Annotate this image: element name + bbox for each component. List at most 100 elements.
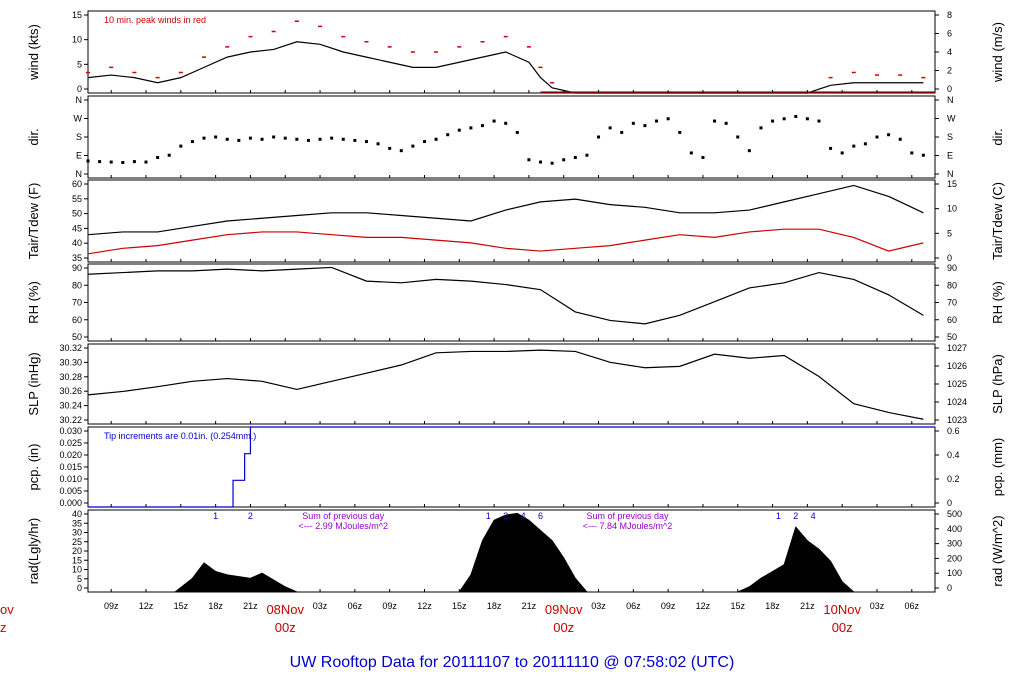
dir-point	[480, 124, 484, 128]
y-tick-label: 30.30	[59, 357, 82, 367]
y-tick-label-right: 1023	[947, 415, 967, 425]
dir-point	[724, 121, 728, 125]
y-axis-label-left: rad(Lgly/hr)	[26, 518, 41, 584]
dir-point	[840, 151, 844, 155]
dir-point	[202, 136, 206, 140]
x-partial-day-label: ov	[0, 602, 14, 617]
y-tick-label: 0	[77, 583, 82, 593]
x-tick-label: 03z	[591, 601, 606, 611]
y-tick-label-right: 0	[947, 498, 952, 508]
x-day-label: 08Nov	[266, 602, 304, 617]
y-tick-label: 90	[72, 263, 82, 273]
dir-point	[562, 158, 566, 162]
y-axis-label-left: RH (%)	[26, 281, 41, 324]
dir-point	[620, 130, 624, 134]
dir-point	[875, 135, 879, 139]
series-line-Tair	[87, 184, 924, 236]
rad-daily-sum-note: Sum of previous day	[302, 511, 385, 521]
x-tick-label: 09z	[104, 601, 119, 611]
dir-point	[376, 142, 380, 146]
dir-point	[701, 156, 705, 159]
dir-point	[272, 135, 276, 139]
dir-point	[248, 136, 252, 140]
y-tick-label: 25	[72, 537, 82, 547]
x-tick-label: 15z	[174, 601, 189, 611]
panel-frame	[87, 10, 936, 94]
dir-point	[167, 153, 171, 157]
y-tick-label: S	[76, 132, 82, 142]
y-tick-label-right: 1026	[947, 361, 967, 371]
dir-point	[585, 153, 589, 157]
radiation-area-1	[458, 512, 588, 593]
dir-point	[550, 161, 554, 165]
dir-point	[434, 137, 438, 141]
dir-point	[156, 156, 160, 159]
y-tick-label-right: 0	[947, 84, 952, 94]
dir-point	[469, 126, 473, 130]
y-tick-label-right: 100	[947, 568, 962, 578]
rad-marker: 2	[248, 511, 253, 521]
dir-point	[678, 130, 682, 134]
series-line-0	[87, 349, 924, 420]
y-axis-label-right: RH (%)	[990, 281, 1005, 324]
x-tick-label: 18z	[487, 601, 502, 611]
y-tick-label-right: 400	[947, 524, 962, 534]
series-line-0	[88, 426, 935, 508]
dir-point	[179, 144, 183, 148]
dir-point	[817, 119, 821, 123]
dir-point	[214, 135, 218, 139]
y-tick-label: 5	[77, 59, 82, 69]
x-tick-label: 18z	[765, 601, 780, 611]
y-tick-label-right: 500	[947, 509, 962, 519]
y-tick-label-right: 0.2	[947, 474, 960, 484]
dir-point	[237, 138, 241, 142]
y-tick-label-right: 50	[947, 332, 957, 342]
y-axis-label-left: SLP (inHg)	[26, 352, 41, 415]
y-tick-label: 40	[72, 238, 82, 248]
x-day-label: 09Nov	[545, 602, 583, 617]
y-tick-label: 15	[72, 555, 82, 565]
dir-point	[492, 119, 496, 123]
x-axis: 09z 12z 15z 18z 21z 03z 06z 09z 12z 15z 18z 21z 03z 0…	[0, 601, 920, 635]
y-tick-label-right: 1024	[947, 397, 967, 407]
y-axis-label-right: Tair/Tdew (C)	[990, 182, 1005, 260]
y-tick-label-right: E	[947, 151, 953, 161]
y-axis-label-left: dir.	[26, 128, 41, 145]
dir-point	[643, 124, 647, 128]
rad-daily-sum-note: <--- 2.99 MJoules/m^2	[299, 521, 389, 531]
dir-point	[759, 126, 763, 130]
rad-marker: 1	[776, 511, 781, 521]
y-tick-label-right: 80	[947, 280, 957, 290]
y-axis-label-right: SLP (hPa)	[990, 354, 1005, 414]
y-tick-label-right: 8	[947, 10, 952, 20]
dir-point	[144, 160, 148, 164]
y-tick-label-right: 15	[947, 179, 957, 189]
dir-point	[736, 135, 740, 139]
y-tick-label-right: 90	[947, 263, 957, 273]
panel-annotation: 10 min. peak winds in red	[104, 15, 206, 25]
rad-marker: 1	[213, 511, 218, 521]
x-day-time-label: 00z	[275, 620, 296, 635]
dir-point	[666, 117, 670, 121]
y-tick-label-right: 10	[947, 204, 957, 214]
dir-point	[457, 128, 461, 132]
rad-marker: 6	[538, 511, 543, 521]
y-tick-label-right: W	[947, 114, 956, 124]
y-axis-label-right: dir.	[990, 128, 1005, 145]
x-tick-label: 09z	[661, 601, 676, 611]
y-tick-label: 35	[72, 518, 82, 528]
dir-point	[446, 133, 450, 137]
y-axis-label-right: rad (W/m^2)	[990, 515, 1005, 586]
x-tick-label: 15z	[730, 601, 745, 611]
x-tick-label: 12z	[139, 601, 154, 611]
x-tick-label: 09z	[382, 601, 397, 611]
dir-point	[829, 146, 833, 150]
y-tick-label: 35	[72, 253, 82, 263]
x-tick-label: 15z	[452, 601, 467, 611]
dir-point	[132, 160, 136, 164]
dir-point	[898, 137, 902, 141]
y-tick-label: 20	[72, 546, 82, 556]
x-tick-label: 21z	[243, 601, 258, 611]
